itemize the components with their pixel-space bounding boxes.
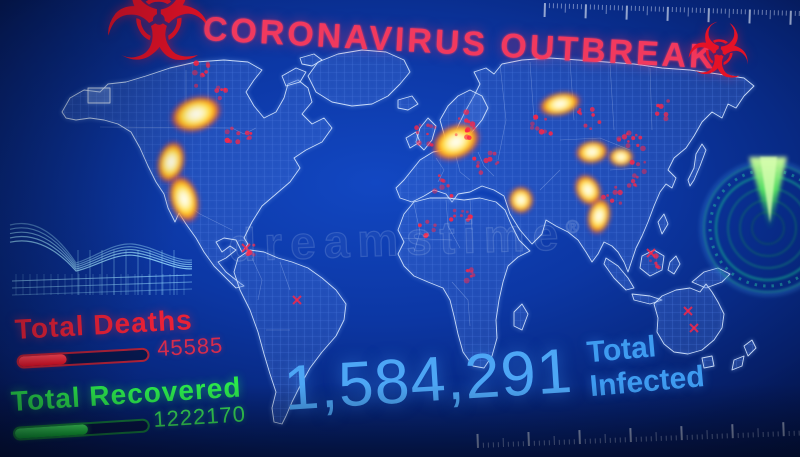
country-borders	[99, 59, 653, 331]
watermark-text: dreamstime	[227, 207, 568, 272]
virus-cluster-layer	[192, 60, 699, 333]
scandinavia	[439, 89, 489, 153]
total-deaths-label: Total Deaths	[14, 304, 194, 345]
total-deaths-value: 45585	[156, 332, 224, 362]
continent-south-america	[233, 249, 347, 425]
united-kingdom	[415, 117, 437, 151]
recovered-progress-bar	[12, 418, 151, 441]
radar-gauge	[700, 157, 800, 296]
total-infected-value: 1,584,291	[281, 335, 575, 424]
arctic-island-2	[299, 53, 323, 67]
outbreak-hotspot-layer	[156, 91, 634, 235]
total-recovered-label: Total Recovered	[10, 371, 243, 417]
continent-eurasia	[395, 57, 755, 273]
new-zealand-north	[743, 339, 757, 357]
total-infected-label-line2: Infected	[588, 359, 707, 403]
java	[631, 293, 663, 305]
iceland	[397, 95, 419, 111]
continent-africa	[397, 197, 531, 369]
recovered-progress-fill	[14, 424, 89, 439]
map-highlight-cell	[87, 87, 111, 104]
sumatra	[603, 257, 635, 291]
radar-sweep-core	[760, 157, 777, 223]
trend-graph	[9, 223, 193, 296]
tasmania	[701, 355, 715, 369]
watermark-reg-mark: ®	[565, 216, 580, 238]
total-recovered-stat: Total Recovered 1222170	[10, 371, 247, 442]
ruler-bottom	[476, 411, 800, 448]
ireland	[405, 131, 421, 149]
borneo	[639, 249, 665, 277]
biohazard-icon-left: ☣	[102, 0, 215, 90]
ruler-top	[543, 3, 800, 25]
total-recovered-value: 1222170	[152, 401, 247, 433]
watermark: dreamstime®	[227, 206, 581, 272]
japan	[687, 143, 707, 187]
sulawesi	[667, 255, 681, 275]
total-deaths-stat: Total Deaths 45585	[14, 302, 224, 369]
continent-outlines	[61, 49, 757, 425]
page-title: CORONAVIRUS OUTBREAK	[201, 10, 718, 77]
greenland	[307, 49, 411, 107]
total-infected-label: Total Infected	[586, 326, 707, 403]
new-guinea	[691, 267, 731, 289]
continent-north-america	[61, 59, 333, 289]
arctic-island-1	[281, 67, 307, 87]
madagascar	[513, 303, 529, 331]
philippines	[657, 213, 669, 235]
new-zealand-south	[731, 355, 745, 371]
biohazard-icon-right: ☣	[681, 4, 758, 98]
deaths-progress-fill	[18, 354, 67, 367]
total-infected-label-line1: Total	[585, 330, 658, 370]
continent-australia	[653, 283, 725, 355]
deaths-progress-bar	[16, 347, 150, 369]
radar-rings	[700, 160, 800, 296]
radar-sweep-wedge	[749, 157, 787, 231]
total-infected-stat: 1,584,291 Total Infected	[281, 330, 706, 424]
